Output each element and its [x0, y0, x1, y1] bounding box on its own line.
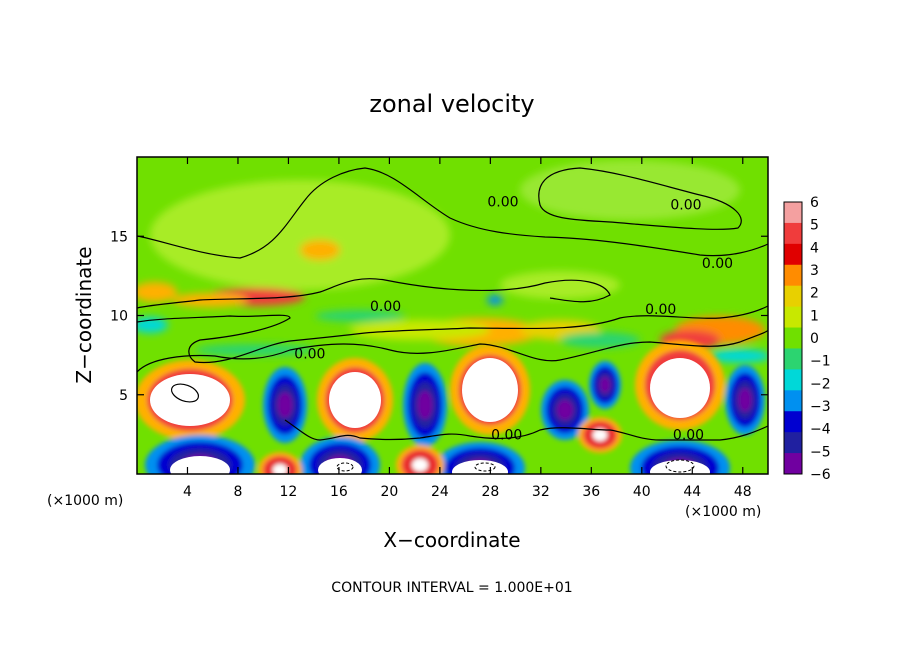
positive-cell: [592, 428, 608, 442]
field-patch: [560, 332, 640, 348]
field-patch: [520, 160, 740, 220]
contour-label: 0.00: [670, 198, 701, 214]
contour-line: [137, 167, 768, 259]
colorbar-swatch: [784, 453, 802, 475]
contour-lines: [137, 167, 768, 473]
contour-label: 0.00: [673, 427, 704, 443]
colorbar-label: −4: [810, 422, 831, 438]
field-patch: [300, 240, 340, 260]
x-tick-label: 48: [734, 484, 752, 500]
y-tick-label: 5: [119, 388, 128, 404]
field-patch: [137, 282, 177, 302]
colorbar-swatch: [784, 285, 802, 308]
x-tick-label: 32: [532, 484, 550, 500]
y-axis-title: Z−coordinate: [72, 246, 96, 383]
colorbar-label: 4: [810, 240, 819, 256]
x-tick-label: 24: [431, 484, 449, 500]
negative-cell: [556, 399, 574, 421]
field-core: [329, 372, 381, 428]
colorbar-swatch: [784, 369, 802, 391]
field-patch: [500, 271, 620, 299]
colorbar-swatch: [784, 222, 802, 245]
colorbar-swatch: [784, 243, 802, 266]
x-tick-label: 20: [380, 484, 398, 500]
x-axis-title: X−coordinate: [383, 528, 520, 552]
x-tick-label: 40: [633, 484, 651, 500]
y-tick-label: 15: [110, 229, 128, 245]
colorbar-label: 2: [810, 286, 819, 302]
colorbar-label: 5: [810, 218, 819, 234]
contour-label: 0.00: [491, 427, 522, 443]
field-core: [650, 460, 710, 474]
field-core: [170, 456, 230, 474]
field-patch: [195, 344, 315, 356]
y-axis: 5 10 15: [110, 229, 768, 404]
colorbar-swatch: [784, 348, 802, 370]
colorbar-swatch: [784, 264, 802, 287]
x-tick-label: 28: [481, 484, 499, 500]
field-patch: [710, 349, 768, 363]
contour-label: 0.00: [645, 302, 676, 318]
negative-cell: [599, 376, 611, 394]
colorbar-swatch: [784, 306, 802, 329]
field-patch: [315, 310, 405, 322]
colorbar-swatch: [784, 327, 802, 349]
colorbar-label: −5: [810, 444, 831, 460]
field-core: [650, 358, 710, 418]
colorbar-swatch: [784, 411, 802, 433]
negative-cell: [417, 390, 433, 420]
contour-line: [137, 329, 768, 373]
contour-labels: 0.00 0.00 0.00 0.00 0.00 0.00 0.00 0.00: [294, 194, 733, 443]
contour-label: 0.00: [702, 256, 733, 272]
colorbar-label: −2: [810, 376, 831, 392]
x-tick-label: 44: [683, 484, 701, 500]
field-core: [150, 374, 230, 426]
positive-cell: [272, 463, 288, 474]
x-axis: 4 8 12 16 20 24 28 32 36 40 44 48: [183, 157, 752, 500]
x-tick-label: 8: [233, 484, 242, 500]
x-unit-left: (×1000 m): [47, 493, 123, 509]
colorbar-label: 1: [810, 308, 819, 324]
x-tick-label: 16: [330, 484, 348, 500]
colorbar-label: −1: [810, 354, 831, 370]
contour-label: 0.00: [294, 347, 325, 363]
contour-line: [137, 305, 768, 364]
colorbar-swatch: [784, 432, 802, 454]
field-patch: [150, 180, 450, 290]
positive-cell: [411, 458, 429, 472]
y-tick-label: 10: [110, 309, 128, 325]
contour-line: [474, 462, 496, 472]
x-tick-label: 4: [183, 484, 192, 500]
negative-cell: [738, 388, 752, 412]
field-core: [318, 458, 362, 474]
contour-line: [538, 167, 742, 230]
colorbar-label: −3: [810, 399, 831, 415]
colorbar-label: 0: [810, 331, 819, 347]
contour-line: [284, 419, 768, 441]
field-core: [452, 460, 508, 474]
velocity-field: [137, 157, 768, 474]
contour-line: [170, 383, 200, 403]
colorbar-label: −6: [810, 467, 831, 483]
contour-line: [665, 459, 695, 473]
colorbar: 6 5 4 3 2 1 0 −1 −2 −3 −4 −5 −6: [783, 195, 831, 483]
x-tick-label: 12: [280, 484, 298, 500]
field-patch: [487, 295, 503, 305]
colorbar-label: 3: [810, 263, 819, 279]
colorbar-frame: [783, 201, 803, 475]
colorbar-label: 6: [810, 195, 819, 211]
contour-line: [336, 462, 354, 472]
chart-title: zonal velocity: [369, 90, 534, 118]
contour-label: 0.00: [487, 194, 518, 210]
colorbar-swatch: [784, 390, 802, 412]
colorbar-swatch: [784, 202, 802, 224]
contour-line: [137, 278, 611, 309]
x-tick-label: 36: [582, 484, 600, 500]
x-unit-right: (×1000 m): [685, 504, 761, 520]
contour-label: 0.00: [370, 299, 401, 315]
contour-interval-note: CONTOUR INTERVAL = 1.000E+01: [331, 580, 572, 596]
field-core: [462, 358, 518, 422]
negative-cell: [277, 392, 293, 418]
